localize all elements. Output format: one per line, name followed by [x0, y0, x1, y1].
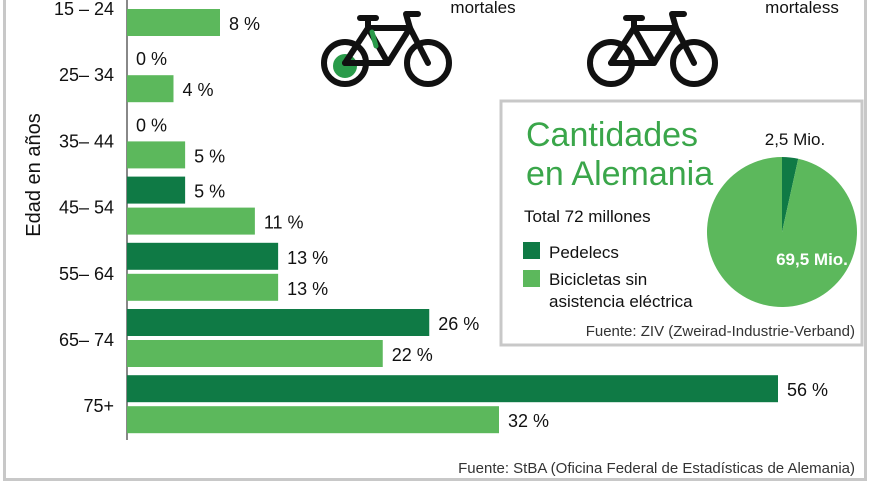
inset-source: Fuente: ZIV (Zweirad-Industrie-Verband) — [586, 323, 855, 340]
bar-pedelecs — [127, 242, 279, 270]
value-label-regular: 4 % — [183, 80, 214, 100]
chart-source: Fuente: StBA (Oficina Federal de Estadís… — [458, 460, 855, 477]
category-label: 45– 54 — [59, 198, 114, 218]
value-label-pedelecs: 0 % — [136, 115, 167, 135]
bar-regular — [127, 340, 383, 367]
value-label-regular: 32 % — [508, 411, 549, 431]
bars-group: 15 – 24 0 % 8 % 25– 34 0 % 4 % 35– 44 0 % 5 % 45–… — [54, 0, 828, 434]
bar-regular — [127, 141, 186, 169]
frame-bottom — [3, 478, 867, 481]
legend-label-regular-line2: asistencia eléctrica — [549, 292, 693, 311]
pie-slice-pedelecs — [782, 157, 799, 232]
category-label: 65– 74 — [59, 330, 114, 350]
y-axis-label: Edad en años — [23, 113, 45, 236]
regular-bike-icon — [587, 11, 718, 87]
pie-label-regular: 69,5 Mio. — [776, 250, 848, 269]
value-label-pedelecs: 56 % — [787, 380, 828, 400]
value-label-regular: 5 % — [194, 146, 225, 166]
pedelec-bike-icon — [321, 11, 452, 87]
value-label-regular: 22 % — [392, 345, 433, 365]
frame-right — [864, 0, 867, 480]
value-label-regular: 11 % — [264, 213, 304, 233]
legend-swatch-regular — [523, 270, 540, 287]
bar-regular — [127, 75, 174, 103]
pie-slice-regular — [707, 157, 858, 308]
value-label-pedelecs: 5 % — [194, 182, 225, 202]
value-label-pedelecs: 0 % — [136, 49, 167, 69]
category-label: 75+ — [83, 396, 114, 416]
left-bike-caption: mortales — [450, 0, 515, 17]
legend-label-regular-line1: Bicicletas sin — [549, 270, 647, 289]
right-bike-caption: mortaless — [765, 0, 839, 17]
legend-label-pedelecs: Pedelecs — [549, 243, 619, 262]
value-label-regular: 13 % — [287, 279, 328, 299]
inset-title-line1: Cantidades — [526, 116, 698, 154]
frame-left — [3, 0, 6, 480]
inset-title-line2: en Alemania — [526, 155, 713, 193]
value-label-pedelecs: 13 % — [287, 248, 328, 268]
pie-label-pedelecs: 2,5 Mio. — [765, 130, 825, 149]
bar-regular — [127, 9, 220, 36]
bar-pedelecs — [127, 176, 186, 204]
value-label-pedelecs: 0 % — [136, 0, 167, 3]
category-label: 55– 64 — [59, 264, 114, 284]
bar-regular — [127, 207, 255, 235]
bar-regular — [127, 406, 499, 434]
pie-chart — [707, 157, 858, 308]
value-label-regular: 8 % — [229, 14, 260, 34]
bar-regular — [127, 273, 279, 301]
category-label: 35– 44 — [59, 131, 114, 151]
category-label: 15 – 24 — [54, 0, 114, 19]
value-label-pedelecs: 26 % — [438, 314, 479, 334]
inset-total: Total 72 millones — [524, 207, 651, 226]
bar-pedelecs — [127, 375, 778, 403]
category-label: 25– 34 — [59, 65, 114, 85]
legend-swatch-pedelecs — [523, 242, 540, 259]
bar-pedelecs — [127, 309, 430, 336]
